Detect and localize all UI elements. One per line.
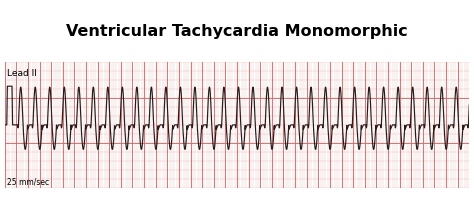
- Text: Lead II: Lead II: [7, 69, 37, 78]
- Text: 25 mm/sec: 25 mm/sec: [7, 176, 49, 185]
- Text: Ventricular Tachycardia Monomorphic: Ventricular Tachycardia Monomorphic: [66, 24, 408, 39]
